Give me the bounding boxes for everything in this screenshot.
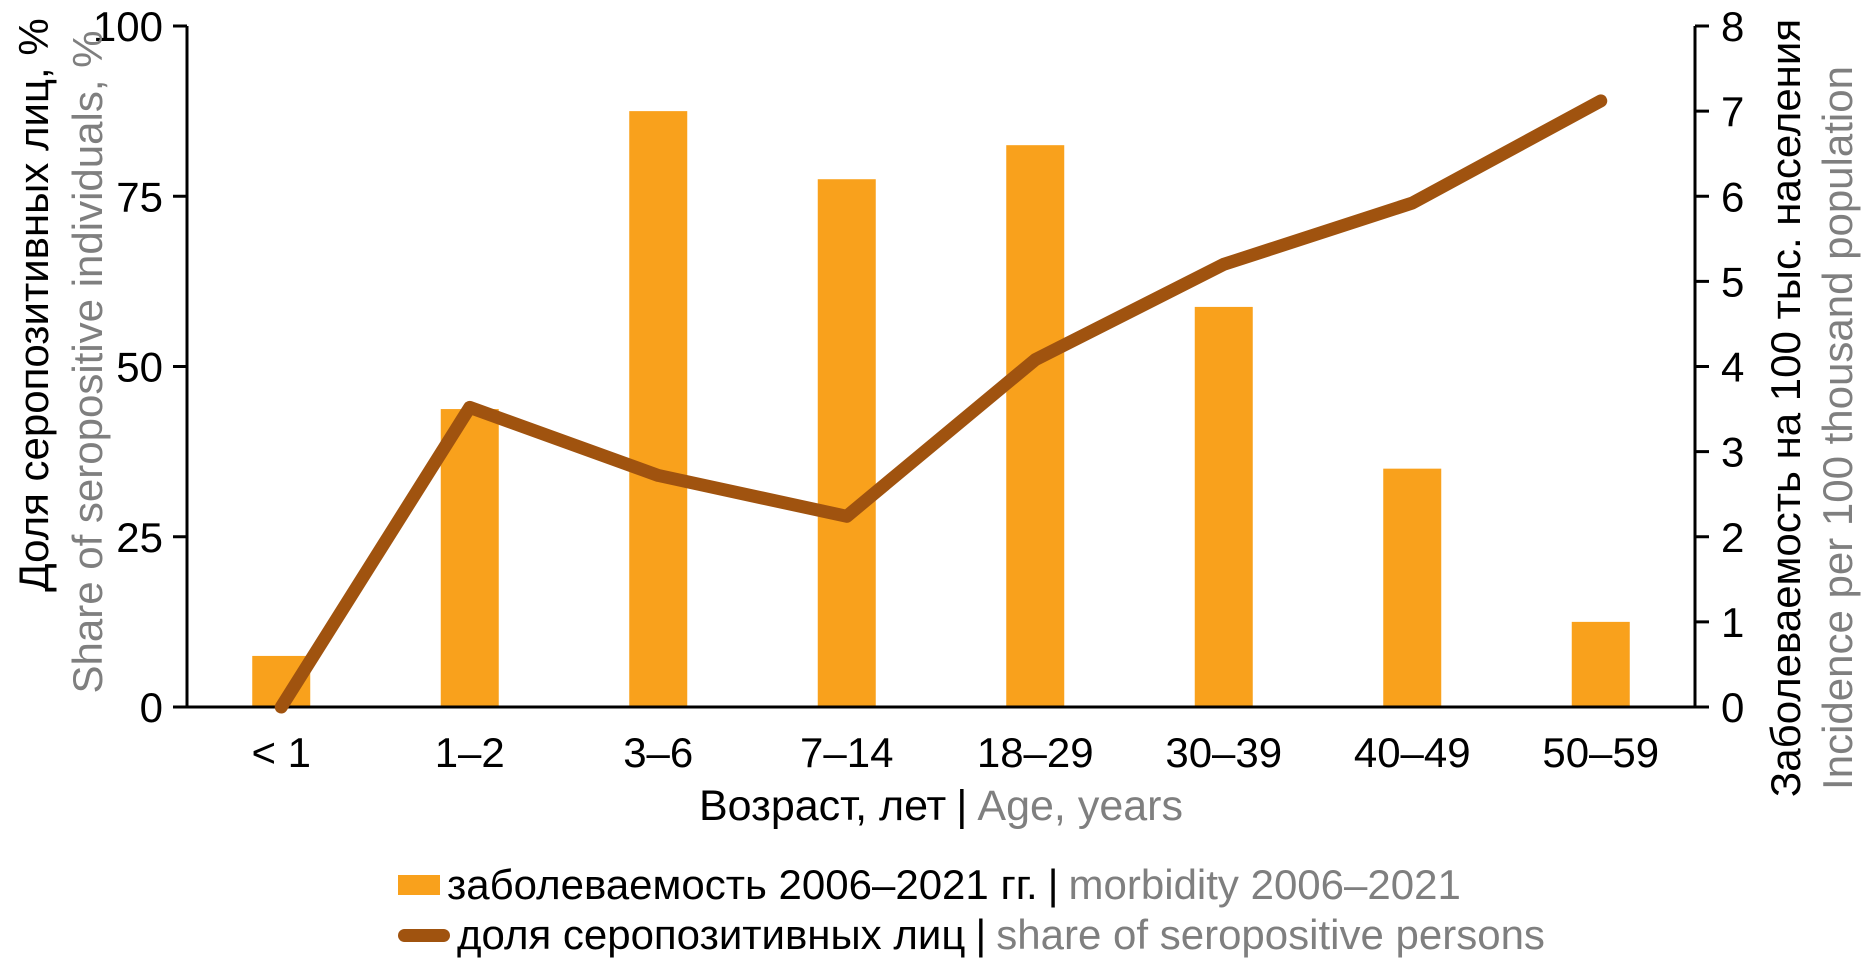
bar-30–39 <box>1194 306 1253 707</box>
x-tick-label-< 1: < 1 <box>251 729 311 776</box>
legend-seropositive-label-ru: доля серопозитивных лиц <box>457 911 966 958</box>
left-axis-tick-label: 100 <box>93 3 163 50</box>
x-tick-label-1–2: 1–2 <box>435 729 505 776</box>
bar-50–59 <box>1571 621 1630 707</box>
x-tick-label-3–6: 3–6 <box>623 729 693 776</box>
x-tick-label-30–39: 30–39 <box>1165 729 1282 776</box>
left-axis-title-ru: Доля серопозитивных лиц, % <box>10 18 57 591</box>
legend-morbidity-label-en: morbidity 2006–2021 <box>1068 861 1461 908</box>
legend-item-seropositive: доля серопозитивных лиц | share of seropos… <box>398 910 1545 960</box>
right-axis-tick-label: 3 <box>1721 429 1744 476</box>
left-axis-title-en: Share of seropositive individuals, % <box>64 30 111 693</box>
x-tick-label-40–49: 40–49 <box>1354 729 1471 776</box>
left-axis-tick-label: 25 <box>116 514 163 561</box>
legend-seropositive-separator: | <box>975 911 987 958</box>
left-axis-tick-label: 50 <box>116 344 163 391</box>
x-axis-title-separator: | <box>956 782 968 830</box>
legend-seropositive-label-en: share of seropositive persons <box>996 911 1545 958</box>
right-axis-tick-label: 6 <box>1721 173 1744 220</box>
legend-morbidity-label-ru: заболеваемость 2006–2021 гг. <box>447 861 1038 908</box>
right-axis-tick-label: 7 <box>1721 88 1744 135</box>
bar-40–49 <box>1383 468 1442 707</box>
legend-morbidity-separator: | <box>1047 861 1059 908</box>
bar-3–6 <box>629 111 688 707</box>
right-axis-title-en: Incidence per 100 thousand population <box>1814 66 1861 790</box>
x-tick-label-7–14: 7–14 <box>800 729 893 776</box>
right-axis-title-ru: Заболеваемость на 100 тыс. населения <box>1762 19 1809 797</box>
x-tick-label-18–29: 18–29 <box>977 729 1094 776</box>
x-axis-title: Возраст, лет | Age, years <box>187 782 1695 831</box>
right-axis-tick-label: 1 <box>1721 599 1744 646</box>
x-tick-label-50–59: 50–59 <box>1542 729 1659 776</box>
right-axis-tick-label: 2 <box>1721 514 1744 561</box>
left-axis-tick-label: 0 <box>140 684 163 731</box>
right-axis-tick-label: 0 <box>1721 684 1744 731</box>
legend-item-morbidity: заболеваемость 2006–2021 гг. | morbidity 2… <box>398 860 1545 910</box>
right-axis-tick-label: 8 <box>1721 3 1744 50</box>
x-axis-title-ru: Возраст, лет <box>699 782 947 830</box>
bar-18–29 <box>1006 145 1065 708</box>
seropositive-line <box>274 94 1608 714</box>
x-axis-title-en: Age, years <box>977 782 1183 830</box>
line-swatch-icon <box>398 928 450 942</box>
right-axis-tick-label: 5 <box>1721 258 1744 305</box>
left-axis-tick-label: 75 <box>116 173 163 220</box>
bar-7–14 <box>817 179 876 708</box>
right-axis-tick-label: 4 <box>1721 344 1744 391</box>
bar-swatch-icon <box>398 875 440 895</box>
legend: заболеваемость 2006–2021 гг. | morbidity 2… <box>398 860 1545 960</box>
bar-1–2 <box>440 409 499 707</box>
